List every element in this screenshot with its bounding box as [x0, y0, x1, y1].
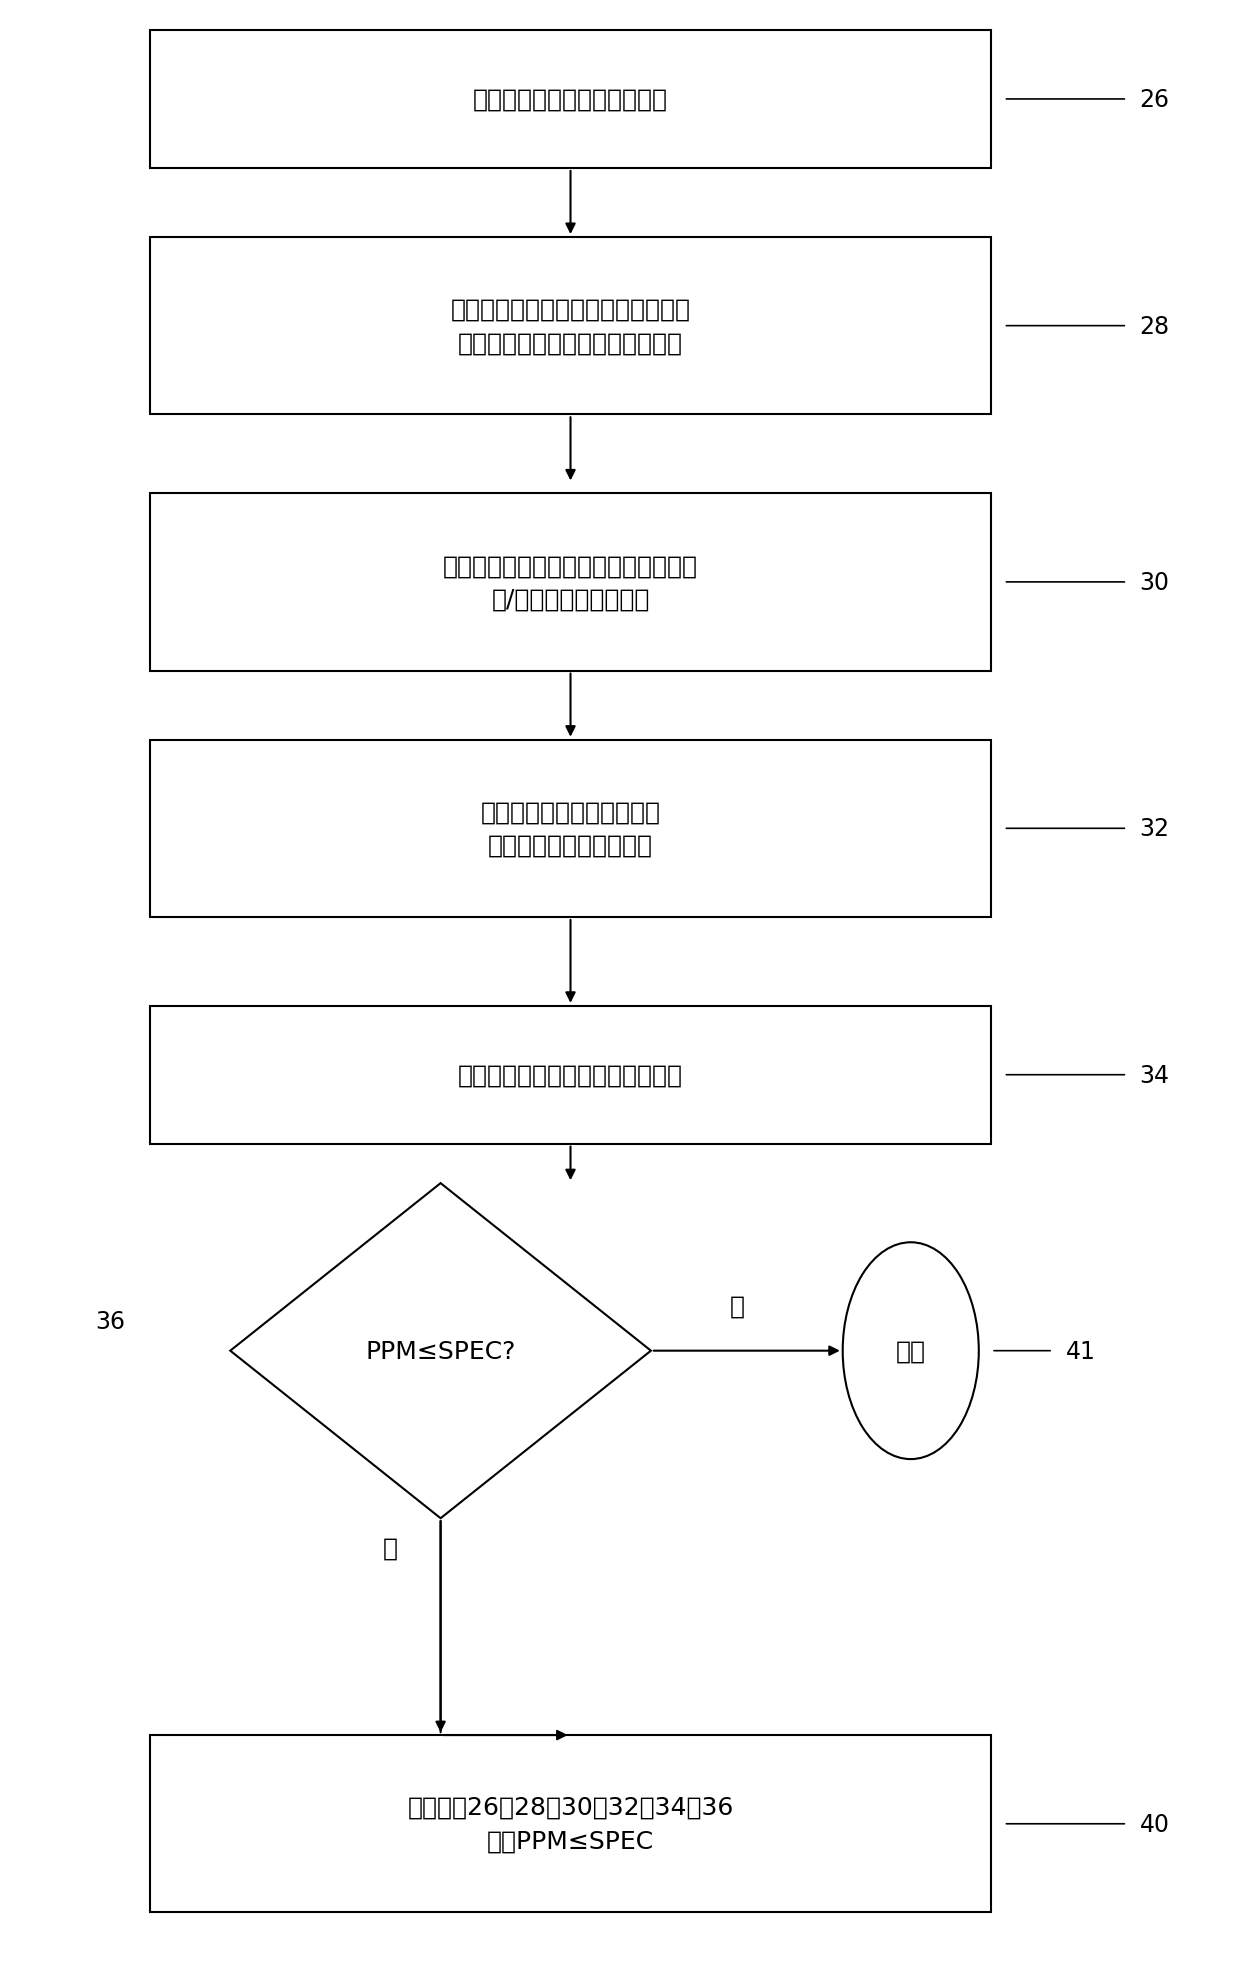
Text: 是: 是: [730, 1294, 745, 1318]
Text: 针对多个小磁铁体积计算修正线圈电流
和/或补偿位置以及厚度: 针对多个小磁铁体积计算修正线圈电流 和/或补偿位置以及厚度: [443, 554, 698, 612]
FancyBboxPatch shape: [150, 493, 991, 671]
Text: 安装计算出的垫片到所选择
的计算出的磁铁的位置。: 安装计算出的垫片到所选择 的计算出的磁铁的位置。: [481, 801, 661, 858]
Text: 针对大体积磁铁测量磁场的同一性: 针对大体积磁铁测量磁场的同一性: [458, 1063, 683, 1087]
Text: 36: 36: [95, 1310, 125, 1334]
Text: 针对大体积在测试点测量磁场: 针对大体积在测试点测量磁场: [472, 89, 668, 112]
FancyBboxPatch shape: [150, 1006, 991, 1144]
Text: 40: 40: [1140, 1811, 1169, 1835]
FancyBboxPatch shape: [150, 1734, 991, 1912]
Text: 针对大体积，根据测量的磁场和技术
的磁场在测试点决定球面调谐系数: 针对大体积，根据测量的磁场和技术 的磁场在测试点决定球面调谐系数: [450, 298, 691, 355]
FancyBboxPatch shape: [150, 740, 991, 917]
Text: 26: 26: [1140, 89, 1169, 112]
Text: 停止: 停止: [895, 1340, 926, 1363]
Text: PPM≤SPEC?: PPM≤SPEC?: [366, 1340, 516, 1363]
Text: 32: 32: [1140, 817, 1169, 840]
FancyBboxPatch shape: [150, 32, 991, 170]
Text: 41: 41: [1065, 1340, 1095, 1363]
FancyBboxPatch shape: [150, 239, 991, 414]
Circle shape: [843, 1243, 978, 1460]
Polygon shape: [231, 1184, 651, 1519]
Text: 重复步骤26、28、30、32、34、36
直到PPM≤SPEC: 重复步骤26、28、30、32、34、36 直到PPM≤SPEC: [407, 1795, 734, 1853]
Text: 28: 28: [1140, 314, 1169, 339]
Text: 否: 否: [382, 1537, 397, 1561]
Text: 30: 30: [1140, 570, 1169, 594]
Text: 34: 34: [1140, 1063, 1169, 1087]
